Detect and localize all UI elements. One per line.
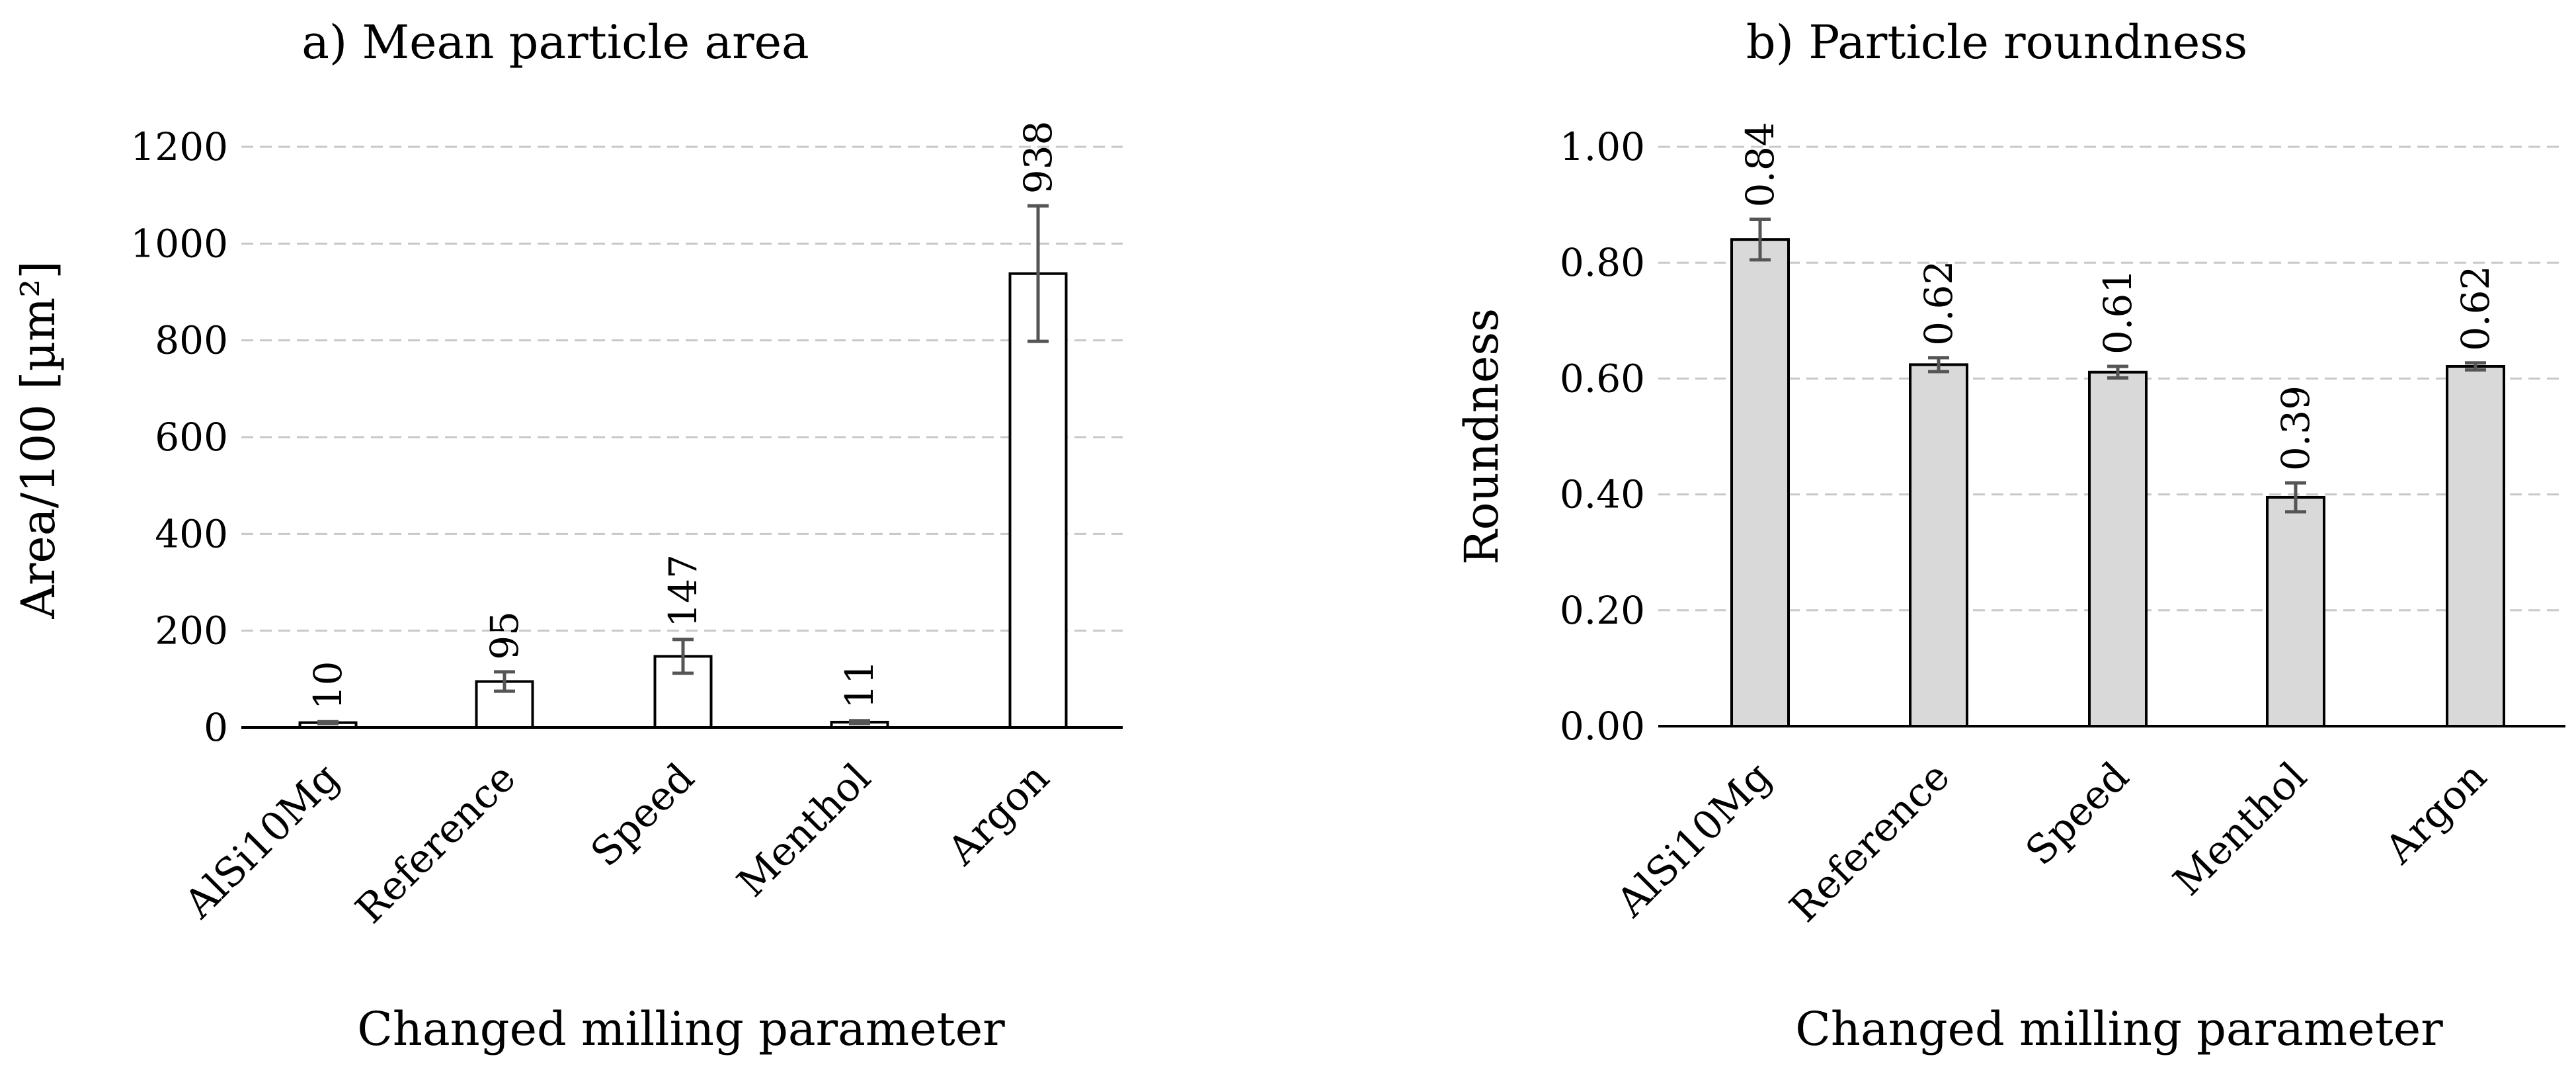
chart-title: b) Particle roundness — [1746, 15, 2247, 69]
x-tick-label: AlSi10Mg — [1607, 753, 1781, 927]
plot-area: 0 200 400 600 800 1000 1200 10 AlSi10Mg 95 Referen… — [130, 121, 1123, 933]
y-tick-label: 400 — [155, 511, 228, 556]
bar — [2088, 370, 2148, 727]
plot-area: 0.00 0.20 0.40 0.60 0.80 1.00 0.84 AlSi10Mg 0.62… — [1560, 122, 2565, 931]
x-axis-label: Changed milling parameter — [1795, 1002, 2443, 1056]
y-tick-label: 600 — [155, 415, 228, 460]
x-tick-label: Menthol — [729, 755, 880, 906]
data-label: 0.61 — [2095, 269, 2140, 354]
y-tick-label: 200 — [155, 608, 228, 653]
data-label: 10 — [305, 661, 350, 710]
y-tick-label: 1200 — [130, 124, 228, 169]
x-tick-label: Speed — [2017, 753, 2138, 874]
bar — [2446, 365, 2505, 727]
y-axis-label: Area/100 [µm²] — [11, 261, 65, 619]
y-tick-label: 0.20 — [1560, 588, 1645, 633]
x-axis-label: Changed milling parameter — [357, 1002, 1005, 1056]
bar — [1008, 272, 1068, 729]
x-tick-label: AlSi10Mg — [175, 755, 348, 928]
y-tick-label: 0 — [204, 705, 228, 750]
x-tick-label: Argon — [938, 755, 1058, 874]
bar — [1909, 363, 1968, 727]
y-tick-label: 0.60 — [1560, 356, 1645, 401]
x-tick-label: Reference — [347, 755, 525, 933]
bar — [1730, 238, 1790, 728]
y-tick-label: 1.00 — [1560, 124, 1645, 169]
y-tick-label: 0.80 — [1560, 240, 1645, 285]
data-label: 147 — [661, 554, 705, 628]
y-tick-label: 800 — [155, 318, 228, 363]
data-label: 0.39 — [2273, 386, 2318, 471]
data-label: 938 — [1016, 121, 1061, 194]
data-label: 0.62 — [2453, 266, 2498, 351]
x-tick-label: Argon — [2376, 753, 2495, 873]
y-axis-label: Roundness — [1455, 308, 1509, 565]
data-label: 11 — [837, 660, 882, 709]
panel-mean-particle-area: a) Mean particle area Area/100 [µm²] Cha… — [11, 15, 1123, 1056]
y-tick-label: 0.40 — [1560, 472, 1645, 517]
data-label: 0.84 — [1738, 122, 1783, 207]
panel-particle-roundness: b) Particle roundness Roundness Changed … — [1455, 15, 2565, 1056]
x-tick-label: Reference — [1781, 753, 1959, 931]
chart-title: a) Mean particle area — [302, 15, 809, 69]
y-tick-label: 0.00 — [1560, 704, 1645, 749]
bar — [2266, 495, 2325, 727]
x-tick-label: Menthol — [2165, 753, 2316, 905]
x-tick-label: Speed — [583, 755, 704, 876]
data-label: 95 — [482, 611, 527, 660]
data-label: 0.62 — [1916, 261, 1961, 346]
y-tick-label: 1000 — [130, 221, 228, 266]
